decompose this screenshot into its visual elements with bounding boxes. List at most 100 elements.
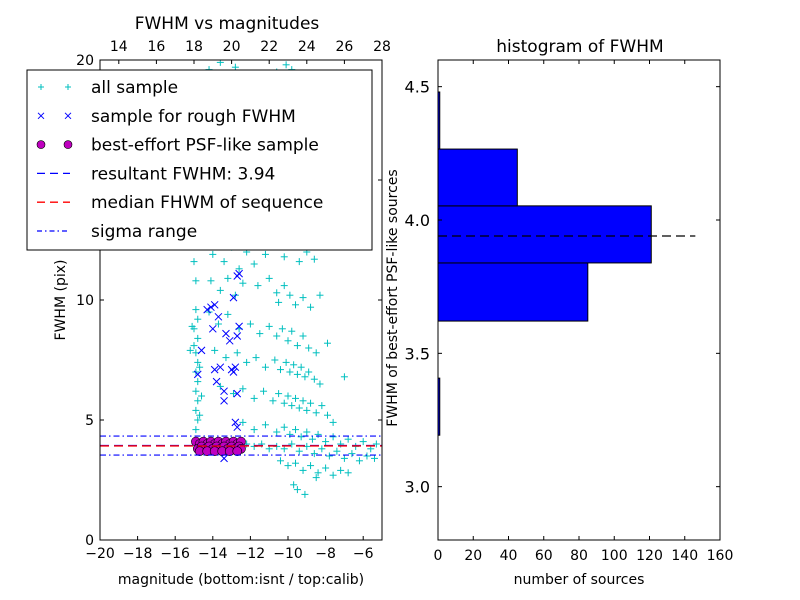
data-point-plus [229, 390, 237, 398]
legend-marker-circle [63, 140, 73, 149]
x-tick-label: 60 [535, 548, 553, 564]
data-point-plus [196, 411, 204, 419]
data-point-plus [278, 325, 286, 333]
x-tick-label: 100 [601, 548, 628, 564]
data-point-plus [301, 373, 309, 381]
data-point-plus [284, 392, 292, 400]
data-point-x [220, 387, 228, 396]
data-point-plus [282, 61, 290, 69]
data-point-plus [297, 433, 305, 441]
data-point-plus [275, 390, 283, 398]
data-point-plus [198, 392, 206, 400]
data-point-plus [194, 416, 202, 424]
legend-label: median FHWM of sequence [91, 193, 323, 213]
data-point-plus [265, 274, 273, 282]
data-point-x [233, 389, 242, 398]
y-tick-label: 3.0 [405, 478, 430, 497]
top-x-tick-label: 28 [373, 39, 391, 55]
data-point-plus [288, 440, 296, 448]
legend-marker-x [37, 112, 45, 120]
data-point-plus [186, 346, 194, 354]
data-point-x [233, 423, 242, 432]
legend-box [26, 69, 373, 251]
data-point-plus [194, 315, 202, 323]
data-point-plus [286, 430, 294, 438]
data-point-plus [307, 399, 315, 407]
legend-label: sample for rough FWHM [91, 107, 296, 127]
data-point-plus [192, 349, 200, 357]
x-tick-label: −14 [198, 546, 228, 562]
series-sample-for-rough-fwhm [193, 269, 243, 463]
histogram-panel: 0 20 40 60 80 100 120 140 160 3.0 3.5 4.0 4.5 histo… [385, 37, 733, 588]
data-point-plus [192, 306, 200, 314]
data-point-x [208, 324, 217, 333]
data-point-plus [250, 260, 258, 268]
data-point-plus [286, 291, 294, 299]
x-tick-label: 160 [707, 548, 734, 564]
data-point-plus [194, 334, 202, 342]
data-point-x [233, 332, 242, 340]
histogram-x-label: number of sources [514, 572, 645, 588]
x-tick-label: −16 [160, 546, 190, 562]
data-point-plus [194, 358, 202, 366]
data-point-plus [243, 358, 251, 366]
data-point-plus [363, 452, 371, 460]
histogram-bar [437, 205, 652, 264]
data-point-plus [293, 486, 301, 494]
data-point-plus [273, 428, 281, 436]
data-point-x [212, 377, 221, 386]
legend-marker-plus [38, 84, 44, 90]
data-point-plus [188, 322, 196, 330]
data-point-plus [348, 450, 356, 458]
data-point-plus [370, 454, 378, 462]
histogram-bars [437, 91, 652, 436]
data-point-plus [194, 397, 202, 405]
scatter-title: FWHM vs magnitudes [135, 14, 320, 34]
x-tick-label: −12 [236, 546, 266, 562]
data-point-plus [239, 385, 247, 393]
data-point-circle [232, 446, 243, 457]
data-point-plus [337, 466, 345, 474]
data-point-plus [308, 435, 316, 443]
legend-item: best-effort PSF-like sample [36, 136, 319, 156]
data-point-plus [192, 387, 200, 395]
x-tick-label: 20 [464, 548, 482, 564]
data-point-plus [310, 450, 318, 458]
data-point-plus [280, 399, 288, 407]
data-point-plus [312, 474, 320, 482]
data-point-plus [303, 406, 311, 414]
legend-label: all sample [91, 78, 178, 98]
data-point-plus [299, 397, 307, 405]
data-point-plus [261, 421, 269, 429]
data-point-x [231, 363, 240, 372]
scatter-bottom-x-ticks: −20 −18 −16 −14 −12 −10 −8 −6 [85, 536, 374, 562]
histogram-y-ticks: 3.0 3.5 4.0 4.5 [405, 78, 720, 497]
data-point-plus [303, 428, 311, 436]
data-point-plus [261, 250, 269, 258]
data-point-plus [273, 289, 281, 297]
data-point-plus [292, 426, 300, 434]
data-point-plus [295, 404, 303, 412]
data-point-plus [246, 320, 254, 328]
x-tick-label: 40 [500, 548, 518, 564]
data-point-plus [276, 366, 284, 374]
x-tick-label: −6 [353, 546, 374, 562]
data-point-plus [329, 471, 337, 479]
data-point-plus [307, 303, 315, 311]
data-point-x [203, 305, 212, 314]
data-point-plus [207, 277, 215, 285]
legend-label: best-effort PSF-like sample [91, 136, 319, 156]
data-point-plus [261, 363, 269, 371]
histogram-x-ticks: 0 20 40 60 80 100 120 140 160 [434, 60, 734, 564]
data-point-plus [271, 356, 279, 364]
data-point-plus [280, 253, 288, 261]
data-point-plus [286, 368, 294, 376]
data-point-plus [310, 255, 318, 263]
data-point-plus [192, 406, 200, 414]
data-point-x [220, 396, 228, 405]
top-x-tick-label: 16 [147, 39, 165, 55]
data-point-plus [269, 397, 277, 405]
data-point-plus [284, 337, 292, 345]
data-point-plus [284, 462, 292, 470]
